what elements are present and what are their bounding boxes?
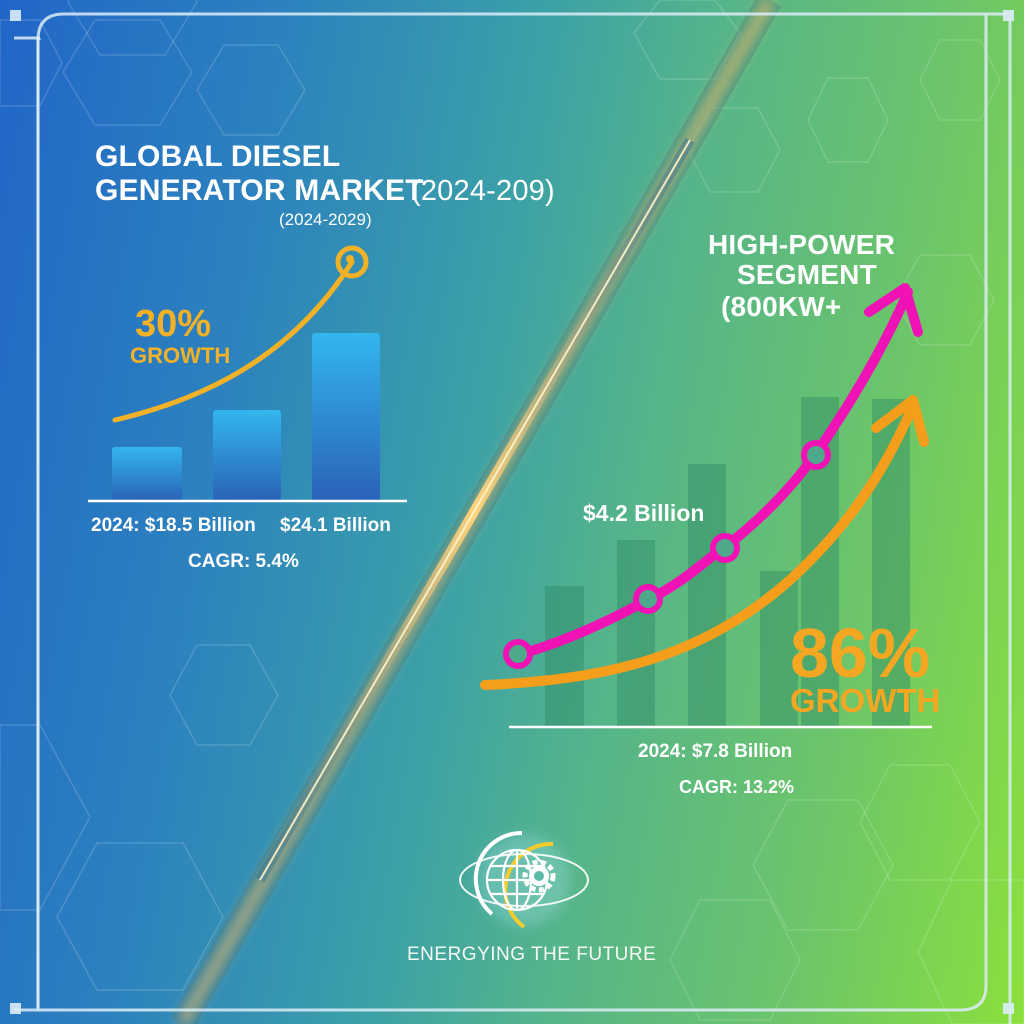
left-bar-mid bbox=[213, 410, 281, 501]
left-growth-percent: 30% bbox=[135, 303, 212, 345]
diagonal-light-beam bbox=[170, 0, 782, 1024]
right-title-line2: SEGMENT bbox=[737, 259, 877, 290]
footer-tagline: ENERGYING THE FUTURE bbox=[407, 944, 657, 965]
left-growth-label: GROWTH bbox=[130, 343, 231, 368]
right-title-line1: HIGH-POWER bbox=[708, 229, 896, 260]
right-point-label: $4.2 Billion bbox=[583, 500, 705, 526]
frame-corner-squares bbox=[10, 10, 1014, 1014]
left-title-suffix: (2024-209) bbox=[411, 175, 555, 207]
gear-icon bbox=[522, 859, 556, 893]
left-cagr: CAGR: 5.4% bbox=[188, 551, 299, 572]
left-subtitle: (2024-2029) bbox=[279, 210, 372, 229]
left-title-line2: GENERATOR MARKET bbox=[95, 174, 424, 207]
right-title-line3: (800KW+ bbox=[721, 291, 842, 322]
magenta-data-points bbox=[503, 440, 831, 669]
left-bar-2029 bbox=[312, 333, 380, 501]
right-growth-percent: 86% bbox=[790, 614, 931, 692]
right-growth-label: GROWTH bbox=[790, 682, 941, 719]
left-value-2024: 2024: $18.5 Billion bbox=[91, 515, 256, 536]
left-growth-end-marker bbox=[335, 245, 369, 279]
left-value-2029: $24.1 Billion bbox=[280, 515, 391, 536]
decorative-frame bbox=[14, 12, 1012, 1024]
left-growth-curve bbox=[112, 259, 355, 423]
right-bar-2 bbox=[617, 540, 655, 726]
right-bar-3 bbox=[688, 464, 726, 726]
left-bar-2024 bbox=[112, 447, 182, 501]
orange-growth-arrow bbox=[480, 403, 917, 690]
right-cagr: CAGR: 13.2% bbox=[679, 777, 795, 797]
left-title-line1: GLOBAL DIESEL bbox=[95, 140, 341, 173]
right-bar-1 bbox=[545, 586, 584, 726]
right-value-2024: 2024: $7.8 Billion bbox=[638, 741, 793, 762]
